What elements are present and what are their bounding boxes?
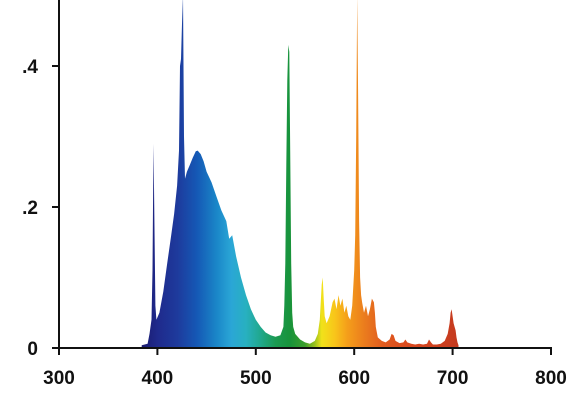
y-axis-ticks: 0 .2 .4 <box>22 57 59 360</box>
axes <box>58 0 552 349</box>
x-tick-label: 700 <box>437 368 469 389</box>
y-tick-label: 0 <box>27 339 38 360</box>
y-tick-label: .4 <box>22 57 38 78</box>
spectrum-area-layer <box>141 0 459 348</box>
x-tick-label: 800 <box>535 368 567 389</box>
x-tick-label: 600 <box>338 368 370 389</box>
x-axis-ticks: 300 400 500 600 700 800 <box>43 348 567 389</box>
x-tick-label: 400 <box>142 368 174 389</box>
spectrum-area <box>141 0 459 348</box>
y-tick-label: .2 <box>22 198 38 219</box>
x-tick-label: 300 <box>43 368 75 389</box>
x-tick-label: 500 <box>240 368 272 389</box>
